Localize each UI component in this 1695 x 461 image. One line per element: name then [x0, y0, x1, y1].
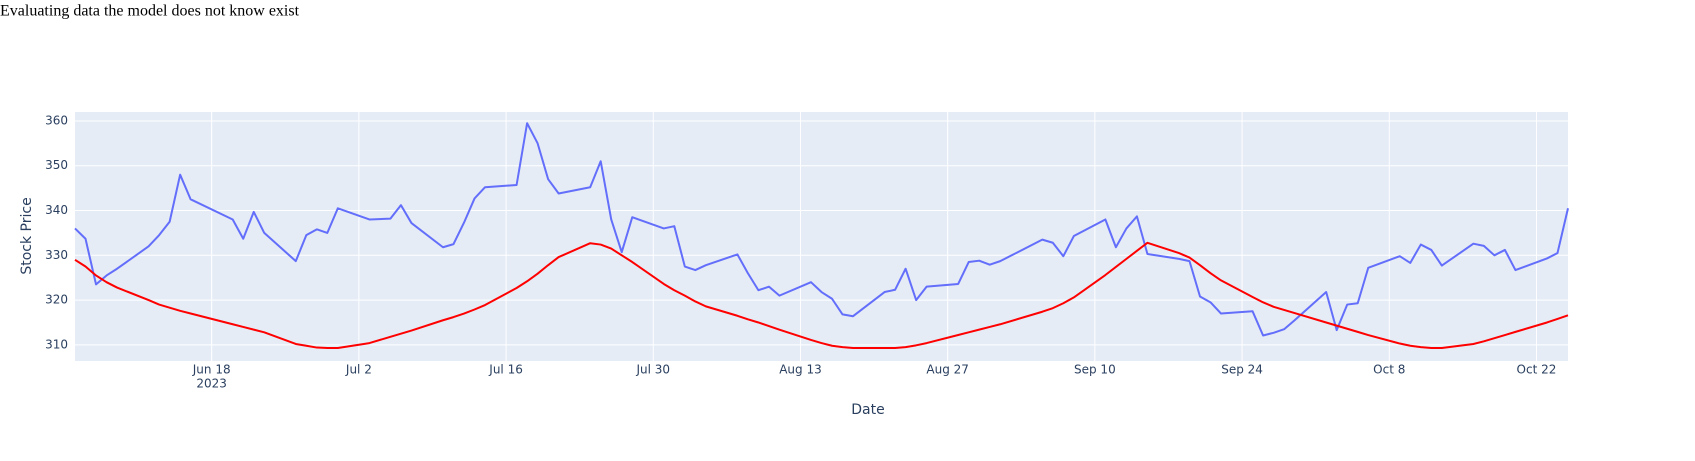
x-tick-label: Jul 16: [488, 363, 523, 377]
y-tick-label: 320: [45, 293, 68, 307]
x-tick-label: Jun 18: [192, 363, 231, 377]
y-tick-label: 340: [45, 203, 68, 217]
x-tick-label: Oct 8: [1373, 363, 1405, 377]
y-tick-label: 360: [45, 113, 68, 127]
chart-title: Evaluating data the model does not know …: [0, 3, 300, 20]
y-axis-title: Stock Price: [19, 197, 35, 274]
x-tick-label: Aug 27: [926, 363, 969, 377]
x-tick-year: 2023: [196, 377, 227, 391]
x-tick-label: Sep 24: [1221, 363, 1263, 377]
y-tick-label: 350: [45, 158, 68, 172]
y-tick-label: 330: [45, 248, 68, 262]
x-tick-label: Oct 22: [1517, 363, 1557, 377]
x-axis-title: Date: [851, 402, 884, 418]
x-tick-label: Sep 10: [1074, 363, 1116, 377]
plot-background: [75, 112, 1568, 361]
x-tick-label: Jul 30: [635, 363, 670, 377]
y-tick-label: 310: [45, 337, 68, 351]
x-tick-label: Aug 13: [779, 363, 822, 377]
grid: [75, 112, 1568, 361]
series-line: [74, 241, 1569, 350]
series-line: [74, 122, 1569, 337]
x-tick-label: Jul 2: [345, 363, 372, 377]
